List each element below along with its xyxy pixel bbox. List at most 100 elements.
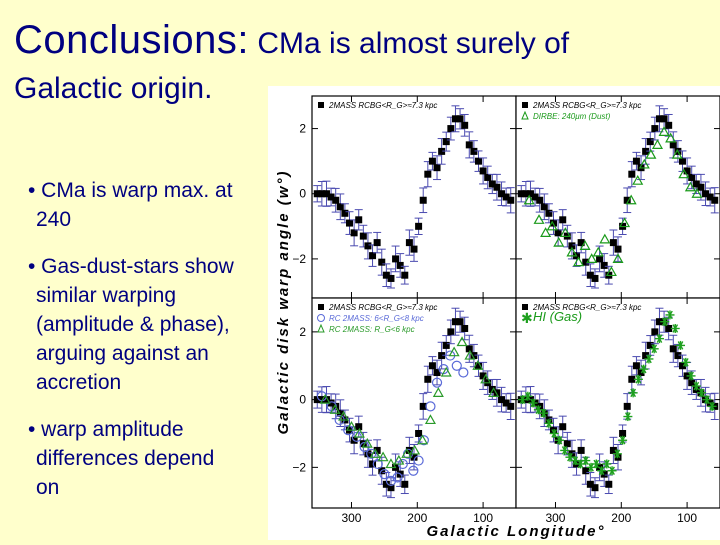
data-point-star [433, 164, 441, 172]
data-point-dust [645, 148, 657, 159]
data-point-star [401, 480, 409, 488]
data-point-star [373, 239, 381, 247]
legend-marker [317, 323, 325, 333]
x-tick-label: 200 [407, 511, 427, 525]
data-point-star [392, 255, 400, 263]
data-point-star [655, 318, 663, 326]
data-point-dust [432, 387, 444, 397]
data-point-dust [546, 220, 558, 231]
data-point-star [669, 141, 677, 149]
data-point-dust [540, 227, 552, 237]
data-point-star [609, 239, 617, 247]
data-point-dust [599, 233, 611, 244]
data-point-dust [361, 437, 373, 448]
title-rest: CMa is almost surely of [249, 27, 570, 60]
data-point-star [702, 190, 710, 198]
panel-frame [311, 95, 517, 299]
data-point-star [582, 258, 590, 266]
data-point-star [424, 375, 432, 383]
data-point-dust [338, 410, 350, 421]
bullet-list: • CMa is warp max. at 240 • Gas-dust-sta… [28, 176, 236, 520]
data-point-star [577, 446, 585, 454]
legend-label: HI (Gas) [533, 309, 582, 324]
data-point-rc [413, 455, 424, 466]
data-point-star [350, 229, 358, 237]
data-point-star [447, 328, 455, 336]
data-point-star [327, 193, 335, 201]
data-point-star [526, 190, 534, 198]
legend-marker [522, 102, 528, 108]
data-point-star [346, 219, 354, 227]
x-tick-label: 300 [545, 511, 565, 525]
y-axis-label: Galactic disk warp angle (w°) [275, 170, 292, 435]
data-point-dust [464, 349, 476, 360]
legend-label: RC 2MASS: 6<R_G<8 kpc [329, 314, 424, 323]
data-point-star [396, 261, 404, 269]
data-point-dust [385, 458, 397, 469]
data-point-star [451, 115, 459, 123]
x-tick-label: 100 [473, 511, 493, 525]
data-point-star [318, 396, 326, 404]
data-point-star [577, 239, 585, 247]
data-point-star [332, 196, 340, 204]
data-point-dust [671, 148, 683, 159]
data-point-rc [458, 367, 469, 378]
data-point-star [465, 141, 473, 149]
data-point-dust [424, 414, 436, 425]
slide-title: Conclusions: CMa is almost surely of [14, 18, 714, 63]
y-tick-label: 2 [299, 122, 306, 136]
data-point-star [545, 209, 553, 217]
data-point-star [669, 345, 677, 353]
legend-marker [318, 304, 324, 310]
data-point-star [600, 261, 608, 269]
data-point-star [563, 440, 571, 448]
y-tick-label: −2 [292, 252, 306, 266]
data-point-star [651, 328, 659, 336]
data-point-star [507, 402, 515, 410]
data-point-star [410, 453, 418, 461]
data-point-star [522, 190, 530, 198]
data-point-star [474, 157, 482, 165]
data-point-star [665, 121, 673, 129]
data-point-star [474, 362, 482, 370]
data-point-star [479, 372, 487, 380]
y-tick-label: 0 [299, 187, 306, 201]
data-point-star [591, 274, 599, 282]
panel-frame [515, 297, 720, 509]
data-point-star [559, 216, 567, 224]
data-point-star [674, 352, 682, 360]
data-point-star [387, 274, 395, 282]
data-point-star [369, 252, 377, 260]
data-point-dust [579, 240, 591, 250]
data-point-dust [586, 253, 598, 264]
data-point-star [415, 429, 423, 437]
x-axis-label: Galactic Longitude° [426, 523, 605, 540]
data-point-star [642, 147, 650, 155]
data-point-star [591, 484, 599, 492]
data-point-dust [523, 194, 535, 205]
data-point-dust [632, 174, 644, 185]
data-point-star [415, 222, 423, 230]
data-point-dust [401, 448, 413, 458]
warp-chart: 2MASS RCBG<R_G>≈7.3 kpc 2MASS RCBG<R_G>≈7… [275, 95, 720, 540]
data-point-star [419, 402, 427, 410]
data-point-star [507, 196, 515, 204]
y-tick-label: 0 [299, 393, 306, 407]
x-tick-label: 300 [341, 511, 361, 525]
data-point-star [665, 324, 673, 332]
legend-label: 2MASS RCBG<R_G>≈7.3 kpc [328, 303, 437, 312]
data-point-star [456, 318, 464, 326]
data-point-star [341, 209, 349, 217]
legend-marker [318, 102, 324, 108]
legend-label: RC 2MASS: R_G<6 kpc [329, 325, 415, 334]
data-point-star [632, 157, 640, 165]
data-point-star [697, 183, 705, 191]
data-point-star [586, 480, 594, 488]
data-point-dust [393, 454, 405, 465]
data-point-dust [377, 451, 389, 462]
legend-label: 2MASS RCBG<R_G>≈7.3 kpc [532, 303, 641, 312]
legend-label: 2MASS RCBG<R_G>≈7.3 kpc [328, 101, 437, 110]
data-point-star [614, 245, 622, 253]
panel-frame [311, 297, 517, 509]
data-point-dust [472, 360, 484, 370]
